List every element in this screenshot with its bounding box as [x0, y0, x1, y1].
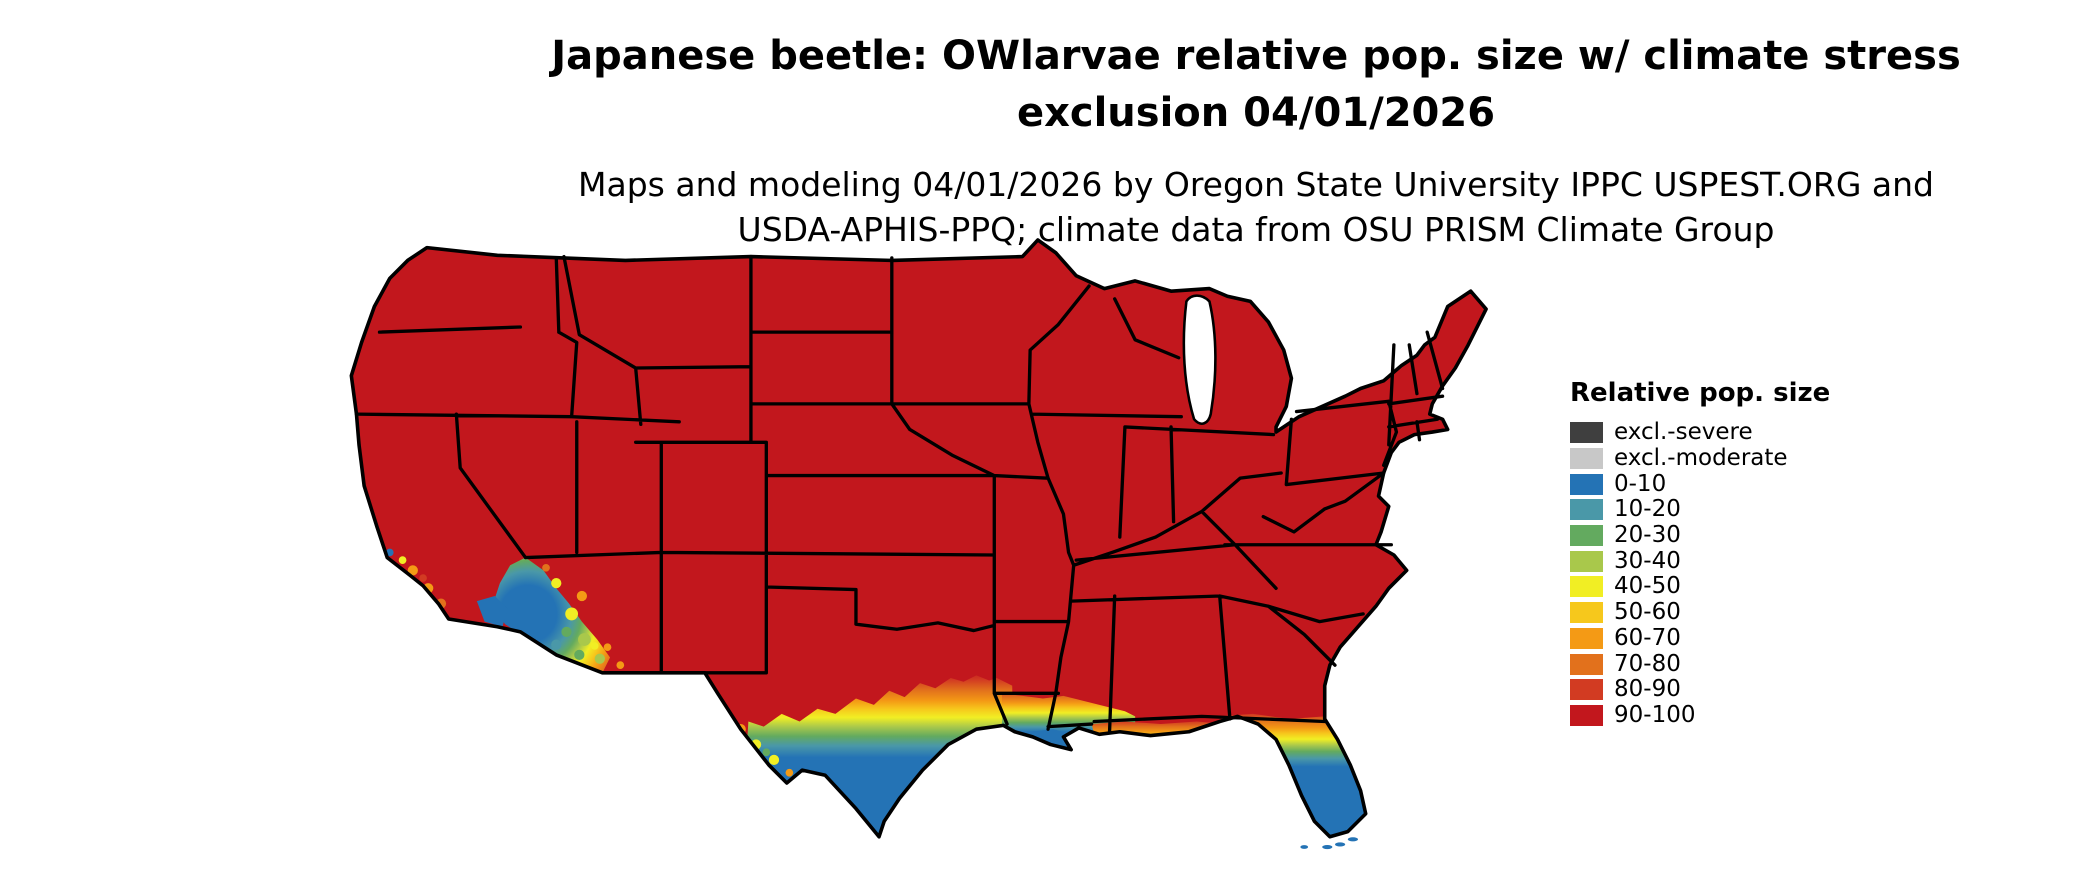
legend-label: 90-100 — [1614, 701, 1696, 728]
legend-item: excl.-severe — [1570, 420, 1830, 446]
florida-keys — [1300, 837, 1359, 850]
legend-label: 40-50 — [1614, 573, 1681, 600]
region-mississippi-delta — [1030, 729, 1074, 750]
lake-michigan — [1182, 294, 1217, 425]
legend-label: excl.-moderate — [1614, 445, 1788, 472]
legend-item: 30-40 — [1570, 548, 1830, 574]
legend-swatch — [1570, 525, 1603, 547]
us-map-svg — [349, 238, 1488, 850]
legend-swatch — [1570, 422, 1603, 444]
legend-label: 0-10 — [1614, 470, 1667, 497]
legend-label: 60-70 — [1614, 624, 1681, 651]
legend-swatch — [1570, 653, 1603, 675]
figure-subtitle-line1: Maps and modeling 04/01/2026 by Oregon S… — [578, 165, 1934, 204]
figure-title-line2: exclusion 04/01/2026 — [1016, 90, 1496, 136]
legend-swatch — [1570, 602, 1603, 624]
legend-label: 20-30 — [1614, 522, 1681, 549]
legend-item: 50-60 — [1570, 600, 1830, 626]
legend: Relative pop. size excl.-severe excl.-mod… — [1570, 378, 1830, 728]
legend-swatch — [1570, 499, 1603, 521]
legend-label: 80-90 — [1614, 676, 1681, 703]
legend-item: excl.-moderate — [1570, 446, 1830, 472]
legend-swatch — [1570, 576, 1603, 598]
legend-label: excl.-severe — [1614, 419, 1753, 446]
figure-title-line1: Japanese beetle: OWlarvae relative pop. … — [551, 33, 1961, 79]
figure-subtitle-line2: USDA-APHIS-PPQ; climate data from OSU PR… — [737, 210, 1775, 249]
legend-item: 10-20 — [1570, 497, 1830, 523]
legend-swatch — [1570, 550, 1603, 572]
legend-item: 60-70 — [1570, 626, 1830, 652]
figure-title: Japanese beetle: OWlarvae relative pop. … — [551, 28, 1961, 142]
legend-swatch — [1570, 448, 1603, 470]
figure-subtitle: Maps and modeling 04/01/2026 by Oregon S… — [551, 162, 1961, 252]
legend-swatch — [1570, 704, 1603, 726]
legend-item: 0-10 — [1570, 471, 1830, 497]
legend-label: 30-40 — [1614, 547, 1681, 574]
legend-swatch — [1570, 679, 1603, 701]
legend-item: 80-90 — [1570, 677, 1830, 703]
legend-item: 40-50 — [1570, 574, 1830, 600]
legend-item: 90-100 — [1570, 703, 1830, 729]
region-imperial-valley — [476, 595, 508, 627]
legend-items: excl.-severe excl.-moderate 0-10 10-20 20-30… — [1570, 420, 1830, 728]
legend-title: Relative pop. size — [1570, 378, 1831, 408]
legend-label: 70-80 — [1614, 650, 1681, 677]
region-florida-gradient — [1217, 713, 1366, 837]
legend-label: 50-60 — [1614, 599, 1681, 626]
legend-item: 70-80 — [1570, 651, 1830, 677]
legend-item: 20-30 — [1570, 523, 1830, 549]
legend-swatch — [1570, 473, 1603, 495]
legend-label: 10-20 — [1614, 496, 1681, 523]
us-map — [305, 222, 1535, 888]
figure-header: Japanese beetle: OWlarvae relative pop. … — [551, 28, 1961, 252]
state-borders — [354, 254, 1445, 734]
legend-swatch — [1570, 627, 1603, 649]
